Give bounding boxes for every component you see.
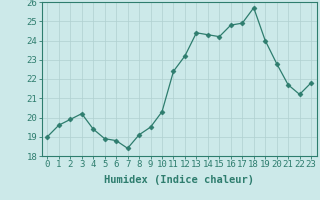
X-axis label: Humidex (Indice chaleur): Humidex (Indice chaleur) bbox=[104, 175, 254, 185]
